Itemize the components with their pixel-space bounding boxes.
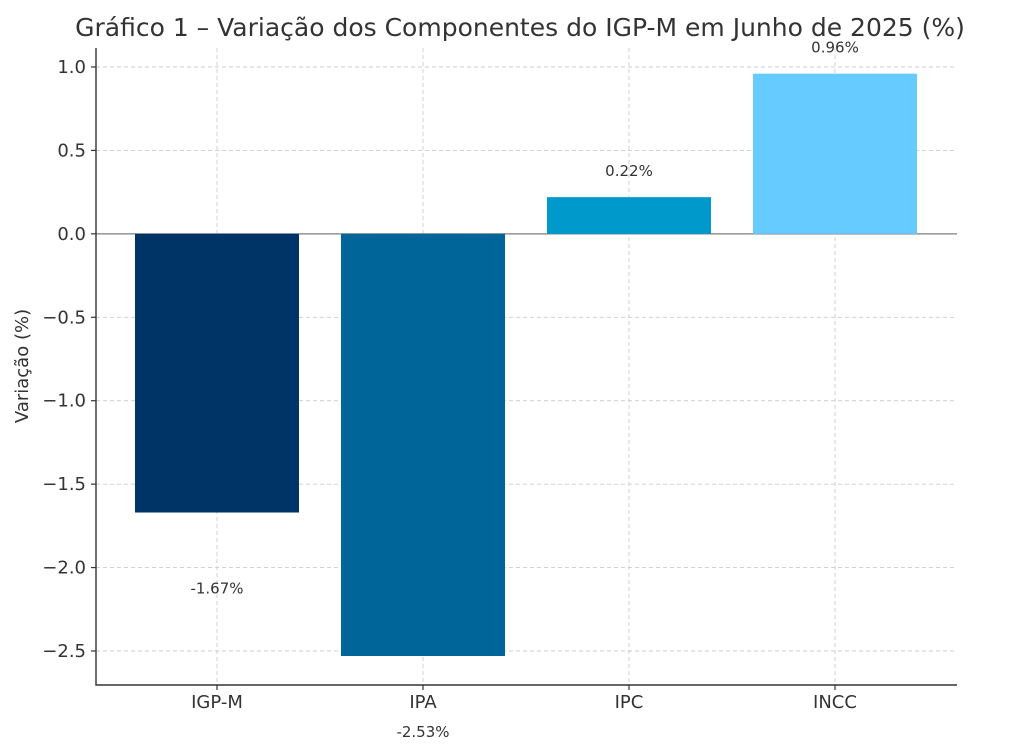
- data-label-incc: 0.96%: [811, 39, 859, 57]
- data-label-ipc: 0.22%: [605, 162, 653, 180]
- axis-spines: [95, 48, 957, 686]
- bar-ipa: [341, 233, 505, 657]
- x-tick-label: INCC: [813, 692, 857, 713]
- x-tick-label: IGP-M: [191, 692, 243, 713]
- y-tick-label: −2.0: [42, 558, 86, 579]
- data-labels: -1.67% -2.53% 0.22% 0.96%: [190, 39, 858, 741]
- bars: [135, 73, 917, 657]
- x-tick-label: IPA: [409, 692, 437, 713]
- bar-igp-m: [135, 233, 299, 513]
- y-ticks: 1.0 0.5 0.0 −0.5 −1.0 −1.5 −2.0 −2.5: [42, 57, 96, 662]
- bar-incc: [753, 73, 917, 234]
- y-axis-label: Variação (%): [12, 309, 33, 423]
- chart-title: Gráfico 1 – Variação dos Componentes do …: [75, 13, 965, 42]
- y-tick-label: −2.5: [42, 641, 86, 662]
- x-ticks: IGP-M IPA IPC INCC: [191, 685, 857, 713]
- bar-ipc: [547, 197, 711, 234]
- data-label-ipa: -2.53%: [396, 723, 449, 741]
- y-tick-label: 1.0: [57, 57, 86, 78]
- y-tick-label: 0.0: [57, 224, 86, 245]
- y-tick-label: 0.5: [57, 140, 86, 161]
- y-tick-label: −0.5: [42, 307, 86, 328]
- y-tick-label: −1.0: [42, 391, 86, 412]
- data-label-igp-m: -1.67%: [190, 580, 243, 598]
- x-tick-label: IPC: [615, 692, 644, 713]
- y-tick-label: −1.5: [42, 474, 86, 495]
- axes: [95, 48, 957, 686]
